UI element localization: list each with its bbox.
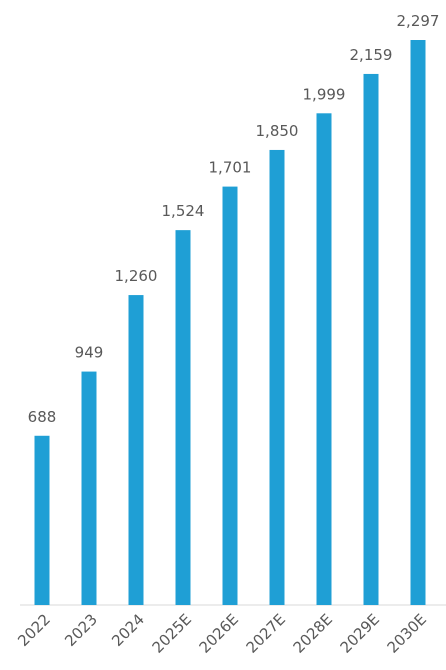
value-label: 1,701	[209, 159, 252, 177]
value-label: 2,297	[397, 12, 440, 30]
value-label: 688	[28, 408, 57, 426]
x-tick-label: 2023	[61, 610, 101, 650]
bar	[316, 113, 332, 605]
bar	[81, 371, 97, 605]
x-tick-label: 2029E	[337, 610, 383, 656]
bar	[269, 149, 285, 605]
value-label: 1,999	[303, 85, 346, 103]
bar	[222, 186, 238, 605]
value-label: 2,159	[350, 46, 393, 64]
value-label: 1,850	[256, 122, 299, 140]
x-tick-label: 2027E	[243, 610, 289, 656]
bar	[34, 435, 50, 605]
bar	[410, 40, 426, 605]
value-label: 1,260	[115, 267, 158, 285]
bar	[363, 73, 379, 605]
bar	[175, 230, 191, 605]
bar	[128, 295, 144, 605]
value-label: 1,524	[162, 202, 205, 220]
x-tick-label: 2024	[108, 610, 148, 650]
x-tick-label: 2030E	[384, 610, 430, 656]
x-tick-label: 2026E	[196, 610, 242, 656]
x-tick-label: 2022	[14, 610, 54, 650]
x-tick-label: 2028E	[290, 610, 336, 656]
value-label: 949	[75, 344, 104, 362]
x-tick-label: 2025E	[149, 610, 195, 656]
